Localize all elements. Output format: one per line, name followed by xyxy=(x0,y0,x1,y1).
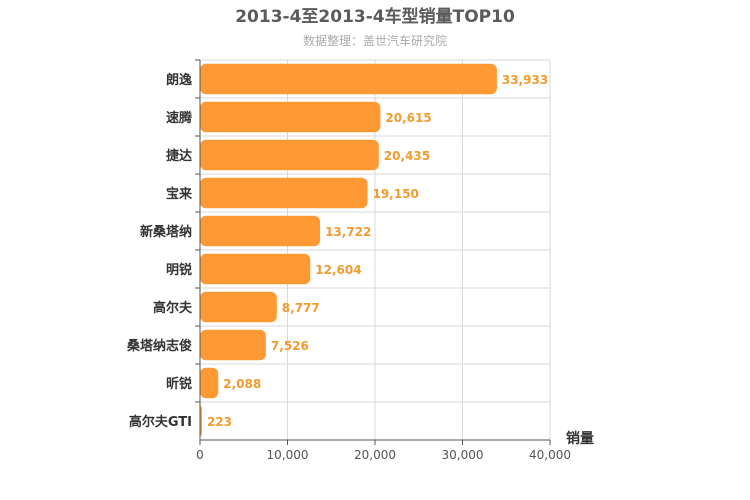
category-label: 捷达 xyxy=(166,148,192,164)
bar-3[interactable] xyxy=(200,139,379,171)
chart-subtitle: 数据整理：盖世汽车研究院 xyxy=(303,33,447,48)
category-label: 朗逸 xyxy=(166,72,192,88)
bar-8[interactable] xyxy=(200,329,266,361)
bar-2[interactable] xyxy=(200,101,381,133)
bar-5[interactable] xyxy=(200,215,321,247)
value-label: 19,150 xyxy=(373,187,419,201)
value-label: 223 xyxy=(207,415,232,429)
x-tick-label: 30,000 xyxy=(442,448,484,462)
category-label: 昕锐 xyxy=(166,376,192,392)
bar-9[interactable] xyxy=(200,367,219,399)
bars: 33,933 20,615 20,435 19,150 13,722 12,604 8,77… xyxy=(200,63,548,437)
bar-4[interactable] xyxy=(200,177,368,209)
x-tick-label: 10,000 xyxy=(267,448,309,462)
x-tick-label: 20,000 xyxy=(354,448,396,462)
category-label: 新桑塔纳 xyxy=(140,224,192,240)
grid-lines xyxy=(200,59,551,441)
value-label: 2,088 xyxy=(223,377,261,391)
bar-6[interactable] xyxy=(200,253,311,285)
category-label: 速腾 xyxy=(166,110,193,126)
bar-7[interactable] xyxy=(200,291,277,323)
x-axis-title: 销量 xyxy=(566,430,594,447)
value-label: 7,526 xyxy=(271,339,309,353)
category-label: 桑塔纳志俊 xyxy=(126,338,192,354)
value-label: 33,933 xyxy=(502,73,548,87)
category-label: 高尔夫GTI xyxy=(129,414,192,430)
bar-1[interactable] xyxy=(200,63,497,95)
axes: 0 10,000 20,000 30,000 40,000 朗逸速腾捷达宝来新桑塔纳明锐高… xyxy=(126,59,571,462)
x-tick-label: 0 xyxy=(196,448,204,462)
category-label: 高尔夫 xyxy=(153,300,193,316)
value-label: 20,615 xyxy=(385,111,431,125)
chart-title: 2013-4至2013-4车型销量TOP10 xyxy=(235,6,515,27)
value-label: 8,777 xyxy=(282,301,320,315)
value-label: 20,435 xyxy=(384,149,430,163)
x-tick-label: 40,000 xyxy=(529,448,571,462)
category-label: 宝来 xyxy=(166,186,193,202)
category-label: 明锐 xyxy=(166,262,192,278)
value-label: 13,722 xyxy=(325,225,371,239)
value-label: 12,604 xyxy=(315,263,361,277)
